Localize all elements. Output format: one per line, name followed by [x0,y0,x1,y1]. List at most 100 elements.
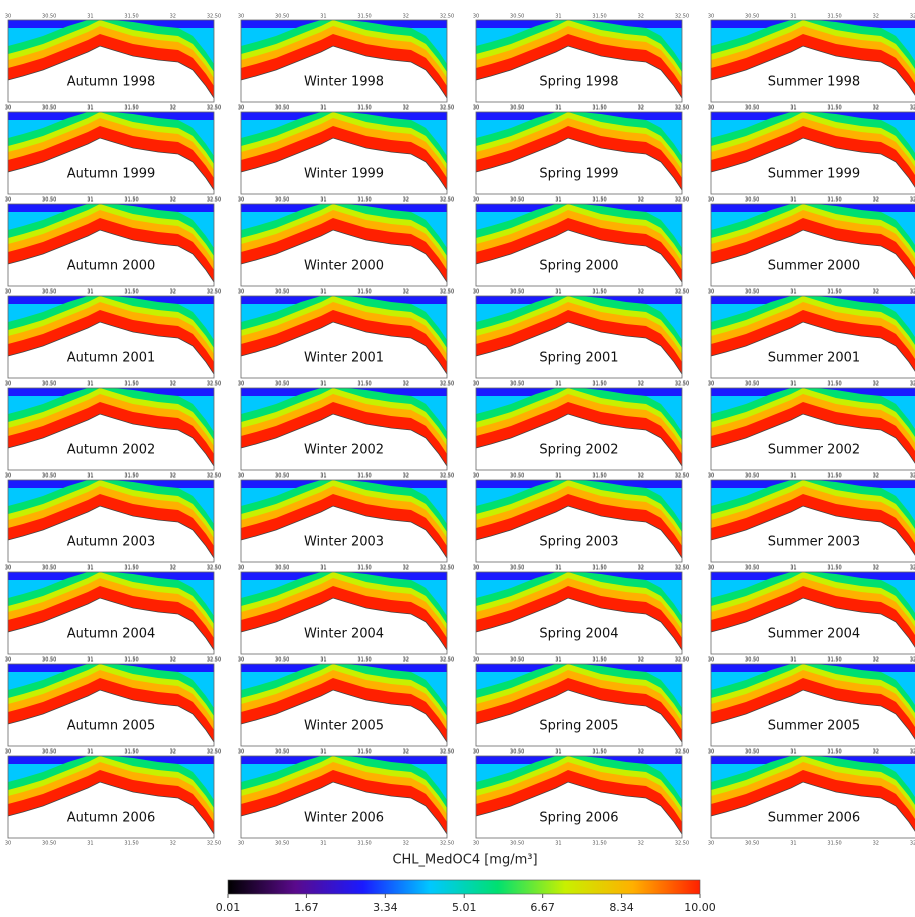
map-tick-label: 31.50 [592,750,606,756]
map-tick-label: 32 [170,14,176,20]
map-tick-label: 30.50 [275,841,289,847]
panel-label: Autumn 2001 [67,351,156,366]
panel-label: Spring 2000 [539,259,618,274]
map-tick-label: 32 [638,658,644,664]
map-tick-label: 32.50 [675,14,689,20]
map-tick-label: 30 [5,474,11,480]
map-tick-label: 30 [5,566,11,572]
map-panel: 303030.5030.50313131.5031.50323232.5032.… [5,750,221,847]
map-tick-label: 32.50 [440,658,454,664]
map-panel: 303030.5030.50313131.5031.50323232.5032.… [5,566,221,663]
map-tick-label: 31.50 [124,106,138,112]
map-tick-label: 31 [790,290,796,296]
map-tick-label: 30.50 [510,750,524,756]
map-tick-label: 31 [555,382,561,388]
map-panel: 303030.5030.50313131.5031.50323232.5032.… [5,198,221,295]
map-tick-label: 31 [87,474,93,480]
map-tick-label: 30 [238,290,244,296]
map-tick-label: 30 [5,750,11,756]
map-tick-label: 32 [170,566,176,572]
map-panel: 303030.5030.50313131.5031.50323232.5032.… [708,658,915,755]
map-tick-label: 31.50 [592,106,606,112]
map-panel: 303030.5030.50313131.5031.50323232.5032.… [473,106,689,203]
map-tick-label: 31 [790,198,796,204]
map-tick-label: 31 [790,750,796,756]
map-tick-label: 32 [638,290,644,296]
map-panel: 303030.5030.50313131.5031.50323232.5032.… [708,474,915,571]
map-tick-label: 31.50 [124,566,138,572]
map-tick-label: 31.50 [357,198,371,204]
map-tick-label: 30.50 [745,382,759,388]
panel-label: Winter 2006 [304,811,384,826]
map-tick-label: 32.50 [910,290,915,296]
map-tick-label: 30 [5,382,11,388]
panel-label: Spring 2001 [539,351,618,366]
map-panel: 303030.5030.50313131.5031.50323232.5032.… [708,750,915,847]
map-tick-label: 30 [238,658,244,664]
map-tick-label: 32.50 [675,658,689,664]
map-tick-label: 31.50 [124,474,138,480]
map-tick-label: 31.50 [827,198,841,204]
map-tick-label: 31.50 [592,658,606,664]
colorbar-tick-label: 8.34 [609,901,634,913]
map-tick-label: 32 [873,566,879,572]
map-panel: 303030.5030.50313131.5031.50323232.5032.… [708,198,915,295]
map-tick-label: 31.50 [827,106,841,112]
map-tick-label: 30 [5,198,11,204]
map-tick-label: 30.50 [510,474,524,480]
map-tick-label: 31.50 [827,841,841,847]
map-tick-label: 31.50 [827,474,841,480]
map-panel: 303030.5030.50313131.5031.50323232.5032.… [5,474,221,571]
map-tick-label: 30.50 [510,290,524,296]
map-tick-label: 30 [473,566,479,572]
map-tick-label: 30 [708,382,714,388]
panel-label: Spring 2002 [539,443,618,458]
map-tick-label: 31.50 [357,566,371,572]
map-tick-label: 30 [708,566,714,572]
panel-label: Winter 1998 [304,75,384,90]
panel-label: Spring 2003 [539,535,618,550]
map-panel: 303030.5030.50313131.5031.50323232.5032.… [238,382,454,479]
map-tick-label: 32 [873,106,879,112]
panel-label: Spring 2005 [539,719,618,734]
map-tick-label: 31.50 [592,14,606,20]
map-tick-label: 30 [5,106,11,112]
panel-label: Autumn 1999 [67,167,156,182]
map-tick-label: 30.50 [745,841,759,847]
panel-label: Spring 1999 [539,167,618,182]
map-tick-label: 32 [638,14,644,20]
map-tick-label: 31 [320,750,326,756]
map-tick-label: 30.50 [510,14,524,20]
map-tick-label: 32.50 [910,841,915,847]
map-panel: 303030.5030.50313131.5031.50323232.5032.… [238,290,454,387]
map-tick-label: 31 [87,841,93,847]
panel-label: Summer 2006 [768,811,860,826]
map-tick-label: 30.50 [745,566,759,572]
panel-label: Winter 1999 [304,167,384,182]
map-tick-label: 31 [87,198,93,204]
map-tick-label: 31.50 [124,750,138,756]
map-tick-label: 30.50 [275,382,289,388]
map-tick-label: 32.50 [675,198,689,204]
map-tick-label: 32 [873,14,879,20]
map-tick-label: 32 [170,198,176,204]
colorbar-tick-label: 6.67 [530,901,555,913]
panel-label: Spring 2006 [539,811,618,826]
map-tick-label: 32.50 [207,290,221,296]
panel-label: Winter 2002 [304,443,384,458]
map-tick-label: 31.50 [357,382,371,388]
map-tick-label: 32 [638,566,644,572]
map-tick-label: 32 [170,750,176,756]
map-tick-label: 30.50 [42,14,56,20]
map-tick-label: 32 [403,566,409,572]
map-tick-label: 30.50 [510,566,524,572]
panel-label: Summer 1998 [768,75,860,90]
map-tick-label: 30 [5,14,11,20]
map-panel: 303030.5030.50313131.5031.50323232.5032.… [473,566,689,663]
map-panel: 303030.5030.50313131.5031.50323232.5032.… [473,14,689,111]
map-tick-label: 30 [238,750,244,756]
map-tick-label: 31.50 [592,474,606,480]
map-tick-label: 30.50 [42,841,56,847]
map-panel: 303030.5030.50313131.5031.50323232.5032.… [708,382,915,479]
map-tick-label: 31.50 [592,198,606,204]
